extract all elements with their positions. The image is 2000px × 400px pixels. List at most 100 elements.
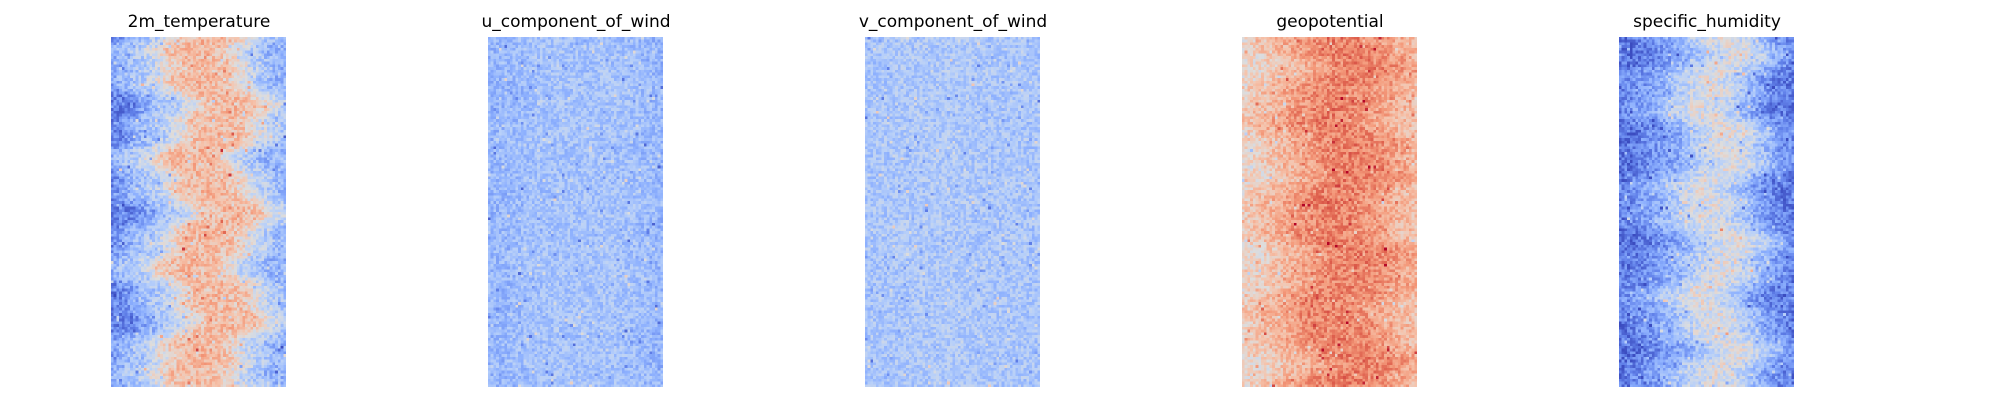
heatmap-cell bbox=[193, 225, 196, 229]
heatmap-cell bbox=[187, 80, 191, 84]
heatmap-cell bbox=[195, 116, 199, 120]
heatmap-cell bbox=[160, 102, 164, 106]
heatmap-cell bbox=[214, 239, 218, 243]
heatmap-cell bbox=[258, 140, 262, 144]
heatmap-cell bbox=[277, 37, 281, 40]
heatmap-cell bbox=[184, 94, 188, 98]
heatmap-cell bbox=[225, 91, 229, 95]
heatmap-cell bbox=[234, 37, 237, 40]
heatmap-cell bbox=[261, 151, 265, 155]
heatmap-cell bbox=[247, 168, 251, 172]
heatmap-cell bbox=[231, 187, 235, 191]
heatmap-cell bbox=[236, 231, 240, 234]
heatmap-cell bbox=[214, 173, 218, 177]
heatmap-cell bbox=[149, 116, 153, 120]
heatmap-cell bbox=[124, 135, 128, 139]
heatmap-cell bbox=[165, 135, 169, 139]
heatmap-cell bbox=[190, 168, 194, 172]
heatmap-cell bbox=[214, 247, 218, 251]
heatmap-cell bbox=[236, 97, 240, 100]
heatmap-cell bbox=[201, 165, 205, 169]
heatmap-cell bbox=[149, 247, 153, 251]
heatmap-cell bbox=[121, 198, 125, 202]
heatmap-cell bbox=[244, 242, 248, 245]
heatmap-cell bbox=[179, 228, 183, 232]
heatmap-cell bbox=[160, 67, 164, 70]
heatmap-cell bbox=[138, 222, 142, 226]
heatmap-cell bbox=[121, 80, 125, 84]
heatmap-cell bbox=[220, 67, 224, 70]
heatmap-cell bbox=[209, 176, 213, 180]
heatmap-cell bbox=[220, 124, 224, 128]
heatmap-cell bbox=[206, 132, 210, 136]
heatmap-cell bbox=[280, 165, 284, 169]
heatmap-cell bbox=[165, 181, 169, 185]
heatmap-cell bbox=[244, 187, 248, 191]
heatmap-cell bbox=[247, 37, 251, 40]
heatmap-cell bbox=[135, 195, 139, 199]
heatmap-cell bbox=[116, 231, 120, 234]
heatmap-cell bbox=[127, 53, 131, 57]
heatmap-cell bbox=[135, 146, 139, 150]
heatmap-cell bbox=[132, 233, 136, 237]
heatmap-cell bbox=[236, 154, 240, 158]
heatmap-cell bbox=[255, 113, 259, 117]
heatmap-cell bbox=[152, 222, 155, 226]
heatmap-cell bbox=[228, 209, 232, 213]
heatmap-cell bbox=[250, 233, 254, 237]
heatmap-cell bbox=[250, 127, 254, 131]
heatmap-cell bbox=[111, 58, 114, 62]
heatmap-cell bbox=[277, 42, 281, 46]
heatmap-cell bbox=[132, 69, 136, 73]
heatmap-cell bbox=[225, 47, 229, 51]
heatmap-cell bbox=[173, 119, 177, 122]
heatmap-cell bbox=[220, 201, 224, 204]
heatmap-cell bbox=[149, 97, 153, 100]
heatmap-cell bbox=[138, 190, 142, 193]
heatmap-cell bbox=[269, 47, 273, 51]
heatmap-cell bbox=[217, 160, 221, 163]
heatmap-cell bbox=[121, 244, 125, 248]
heatmap-cell bbox=[275, 80, 278, 84]
heatmap-cell bbox=[258, 170, 262, 174]
heatmap-cell bbox=[283, 127, 286, 131]
heatmap-cell bbox=[250, 116, 254, 120]
heatmap-cell bbox=[234, 184, 237, 188]
heatmap-cell bbox=[266, 108, 270, 111]
heatmap-cell bbox=[239, 121, 243, 125]
heatmap-cell bbox=[231, 209, 235, 213]
heatmap-cell bbox=[173, 217, 177, 221]
heatmap-cell bbox=[176, 135, 180, 139]
heatmap-cell bbox=[203, 146, 207, 150]
heatmap-cell bbox=[195, 179, 199, 182]
heatmap-cell bbox=[255, 217, 259, 221]
heatmap-cell bbox=[154, 209, 158, 213]
heatmap-cell bbox=[266, 135, 270, 139]
heatmap-cell bbox=[127, 108, 131, 111]
heatmap-cell bbox=[173, 165, 177, 169]
heatmap-cell bbox=[171, 69, 174, 73]
heatmap-cell bbox=[266, 86, 270, 90]
heatmap-cell bbox=[253, 56, 256, 59]
heatmap-cell bbox=[165, 58, 169, 62]
heatmap-cell bbox=[277, 146, 281, 150]
heatmap-cell bbox=[124, 236, 128, 240]
heatmap-cell bbox=[157, 143, 161, 147]
heatmap-cell bbox=[132, 225, 136, 229]
heatmap-cell bbox=[206, 209, 210, 213]
heatmap-cell bbox=[212, 105, 215, 109]
heatmap-cell bbox=[275, 61, 278, 65]
heatmap-cell bbox=[138, 228, 142, 232]
heatmap-cell bbox=[214, 99, 218, 103]
heatmap-cell bbox=[217, 236, 221, 240]
heatmap-cell bbox=[244, 75, 248, 79]
heatmap-cell bbox=[124, 56, 128, 59]
heatmap-cell bbox=[228, 64, 232, 68]
heatmap-cell bbox=[203, 102, 207, 106]
heatmap-cell bbox=[184, 119, 188, 122]
heatmap-cell bbox=[255, 99, 259, 103]
heatmap-cell bbox=[242, 108, 246, 111]
heatmap-cell bbox=[214, 244, 218, 248]
heatmap-cell bbox=[239, 138, 243, 141]
heatmap-cell bbox=[179, 80, 183, 84]
